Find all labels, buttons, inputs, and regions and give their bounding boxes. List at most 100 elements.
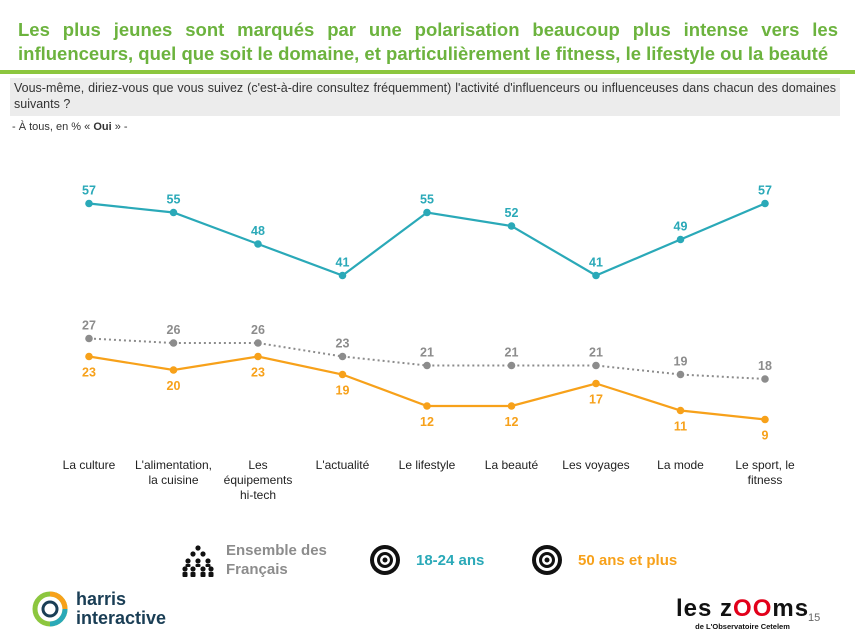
data-point-50-ans-et-plus xyxy=(85,352,93,361)
page-number: 15 xyxy=(808,612,821,624)
data-label-ensemble-des-fran-ais: 21 xyxy=(420,346,434,360)
x-tick-label: La culture xyxy=(39,458,139,473)
legend-ensemble-line1: Ensemble des xyxy=(226,542,327,559)
data-point-ensemble-des-fran-ais xyxy=(169,339,178,347)
x-tick-label: La beauté xyxy=(462,458,562,473)
page-title: Les plus jeunes sont marqués par une pol… xyxy=(18,19,838,64)
harris-swirl-icon xyxy=(32,591,68,627)
data-label-ensemble-des-fran-ais: 23 xyxy=(336,337,350,351)
data-label-18-24-ans: 52 xyxy=(505,206,519,220)
x-tick-label-line: L'alimentation, xyxy=(134,458,212,472)
legend-item-18-24: 18-24 ans xyxy=(368,540,484,580)
x-tick-label: L'alimentation, la cuisine xyxy=(124,458,224,488)
data-point-50-ans-et-plus xyxy=(761,415,769,424)
x-tick-label-line: Le sport, le xyxy=(735,458,795,472)
x-tick-label: Le sport, le fitness xyxy=(715,458,815,488)
data-label-18-24-ans: 55 xyxy=(167,193,181,207)
legend-item-50-plus: 50 ans et plus xyxy=(530,540,677,580)
x-tick-label-line: La culture xyxy=(62,458,116,472)
x-tick-label: La mode xyxy=(631,458,731,473)
data-label-50-ans-et-plus: 17 xyxy=(589,393,603,407)
data-label-18-24-ans: 48 xyxy=(251,224,265,238)
target-icon xyxy=(532,545,562,575)
legend-ensemble-line2: Français xyxy=(226,561,288,578)
data-label-50-ans-et-plus: 23 xyxy=(82,366,96,380)
data-label-18-24-ans: 41 xyxy=(336,256,350,270)
zooms-prefix: les z xyxy=(676,595,734,622)
x-tick-label-line: la cuisine xyxy=(148,473,199,487)
data-label-50-ans-et-plus: 12 xyxy=(420,415,434,429)
x-tick-label-line: L'actualité xyxy=(315,458,370,472)
data-point-18-24-ans xyxy=(254,240,262,248)
data-point-18-24-ans xyxy=(761,199,769,208)
x-tick-label: Les équipements hi-tech xyxy=(208,458,308,503)
x-tick-label-line: fitness xyxy=(747,473,783,487)
data-point-ensemble-des-fran-ais xyxy=(676,370,685,379)
data-point-ensemble-des-fran-ais xyxy=(592,361,600,370)
legend-item-ensemble: Ensemble des Français xyxy=(180,540,327,580)
legend-50-plus-label: 50 ans et plus xyxy=(578,551,678,569)
data-point-50-ans-et-plus xyxy=(423,402,431,410)
data-label-18-24-ans: 57 xyxy=(758,184,772,198)
x-tick-label-line: équipements xyxy=(223,473,293,487)
data-label-50-ans-et-plus: 20 xyxy=(167,379,181,393)
data-point-50-ans-et-plus xyxy=(507,402,516,410)
x-tick-label: Le lifestyle xyxy=(377,458,477,473)
brand-line2: interactive xyxy=(76,608,167,628)
base-note: - À tous, en % « Oui » - xyxy=(12,121,128,133)
data-point-50-ans-et-plus xyxy=(169,366,178,374)
data-label-50-ans-et-plus: 12 xyxy=(505,415,519,429)
base-note-bold: Oui xyxy=(93,121,112,133)
data-point-18-24-ans xyxy=(676,235,685,244)
x-tick-label-line: Le lifestyle xyxy=(398,458,456,472)
data-point-ensemble-des-fran-ais xyxy=(507,361,516,370)
zooms-suffix: ms xyxy=(772,595,810,622)
data-label-18-24-ans: 49 xyxy=(674,220,688,234)
legend-18-24-label: 18-24 ans xyxy=(416,551,485,569)
people-group-icon xyxy=(182,545,214,577)
data-label-18-24-ans: 41 xyxy=(589,256,603,270)
les-zooms-logo: les zOOms de L'Observatoire Cetelem xyxy=(676,595,810,632)
data-point-ensemble-des-fran-ais xyxy=(423,361,431,370)
data-label-50-ans-et-plus: 19 xyxy=(336,384,350,398)
data-label-ensemble-des-fran-ais: 21 xyxy=(505,346,519,360)
zooms-oo: OO xyxy=(733,595,773,622)
data-point-18-24-ans xyxy=(169,208,178,217)
x-tick-label: Les voyages xyxy=(546,458,646,473)
survey-question: Vous-même, diriez-vous que vous suivez (… xyxy=(10,78,840,116)
data-point-ensemble-des-fran-ais xyxy=(85,334,93,343)
data-label-ensemble-des-fran-ais: 26 xyxy=(251,323,265,337)
base-note-suffix: » - xyxy=(111,121,128,133)
data-label-ensemble-des-fran-ais: 26 xyxy=(167,323,181,337)
x-tick-label-line: Les xyxy=(248,458,268,472)
data-label-50-ans-et-plus: 11 xyxy=(674,420,687,434)
x-tick-label: L'actualité xyxy=(293,458,393,473)
data-label-18-24-ans: 55 xyxy=(420,193,434,207)
data-label-50-ans-et-plus: 23 xyxy=(251,366,265,380)
series-line-ensemble-des-fran-ais xyxy=(88,337,766,380)
target-icon xyxy=(370,545,400,575)
data-point-50-ans-et-plus xyxy=(592,379,600,388)
data-label-ensemble-des-fran-ais: 18 xyxy=(758,359,772,373)
data-point-ensemble-des-fran-ais xyxy=(761,375,769,383)
zooms-subtitle: de L'Observatoire Cetelem xyxy=(695,622,790,631)
data-point-ensemble-des-fran-ais xyxy=(254,339,262,347)
data-point-18-24-ans xyxy=(85,199,93,208)
data-point-18-24-ans xyxy=(592,271,600,280)
data-point-18-24-ans xyxy=(423,208,431,217)
data-point-50-ans-et-plus xyxy=(338,370,347,379)
x-tick-label-line: La mode xyxy=(657,458,704,472)
x-tick-label-line: Les voyages xyxy=(562,458,630,472)
data-label-ensemble-des-fran-ais: 21 xyxy=(589,346,603,360)
data-point-ensemble-des-fran-ais xyxy=(338,352,347,361)
base-note-prefix: - À tous, en % « xyxy=(12,121,94,133)
data-label-ensemble-des-fran-ais: 27 xyxy=(82,319,96,333)
data-label-ensemble-des-fran-ais: 19 xyxy=(674,355,688,369)
brand-line1: harris xyxy=(76,589,127,609)
data-point-18-24-ans xyxy=(338,271,347,280)
x-tick-label-line: hi-tech xyxy=(239,488,277,502)
data-label-50-ans-et-plus: 9 xyxy=(762,429,769,443)
data-point-50-ans-et-plus xyxy=(676,406,685,415)
harris-interactive-logo: harris interactive xyxy=(32,590,166,628)
data-label-18-24-ans: 57 xyxy=(82,184,96,198)
